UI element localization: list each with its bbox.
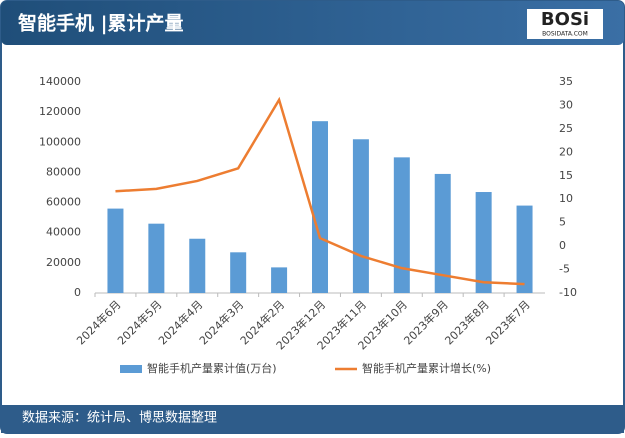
source: 数据来源：统计局、博思数据整理 bbox=[22, 411, 217, 426]
y2-tick-label: 30 bbox=[559, 98, 573, 111]
y2-tick-label: -5 bbox=[559, 263, 570, 276]
bar bbox=[475, 192, 492, 293]
y-tick-label: 140000 bbox=[39, 75, 81, 88]
bar bbox=[107, 208, 124, 293]
logo-box bbox=[527, 9, 603, 39]
y2-tick-label: 5 bbox=[559, 216, 566, 229]
y-tick-label: 100000 bbox=[39, 135, 81, 148]
y2-tick-label: 20 bbox=[559, 145, 573, 158]
y2-tick-label: 25 bbox=[559, 122, 573, 135]
title: 智能手机 |累计产量 bbox=[18, 12, 184, 35]
bar bbox=[189, 238, 206, 293]
y-tick-label: 60000 bbox=[46, 196, 81, 209]
bar bbox=[434, 173, 451, 293]
legend-label: 智能手机产量累计值(万台) bbox=[147, 361, 277, 375]
header-band bbox=[1, 1, 624, 45]
y2-tick-label: -10 bbox=[559, 286, 577, 299]
line bbox=[115, 96, 525, 286]
bar bbox=[352, 139, 369, 293]
bar bbox=[516, 205, 533, 293]
y-tick-label: 0 bbox=[74, 286, 81, 299]
logo-sub: BOSIDATA.COM bbox=[542, 31, 588, 38]
bar bbox=[271, 267, 288, 293]
legend-swatch bbox=[120, 365, 142, 373]
bar bbox=[230, 252, 247, 293]
y2-tick-label: 35 bbox=[559, 75, 573, 88]
y-tick-label: 40000 bbox=[46, 226, 81, 239]
y-tick-label: 80000 bbox=[46, 165, 81, 178]
legend-label: 智能手机产量累计增长(%) bbox=[362, 361, 491, 375]
y-tick-label: 20000 bbox=[46, 256, 81, 269]
y2-tick-label: 15 bbox=[559, 169, 573, 182]
y2-tick-label: 10 bbox=[559, 192, 573, 205]
bar bbox=[148, 223, 165, 293]
bar bbox=[393, 157, 410, 293]
y-tick-label: 120000 bbox=[39, 105, 81, 118]
footer-band bbox=[1, 405, 624, 433]
logo: BOSi bbox=[541, 9, 589, 30]
bar bbox=[312, 121, 328, 293]
y2-tick-label: 0 bbox=[559, 239, 566, 252]
